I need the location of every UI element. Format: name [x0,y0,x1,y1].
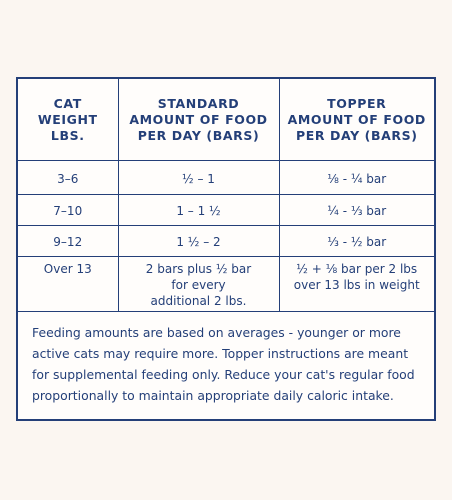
table-cell: ⅓ - ½ bar [278,225,434,257]
column-header: STANDARD AMOUNT OF FOOD PER DAY (BARS) [117,79,280,161]
table-cell: ¼ - ⅓ bar [278,194,434,226]
table-cell: 1 ½ – 2 [117,225,280,257]
table-cell: 1 – 1 ½ [117,194,280,226]
table-cell: ⅛ - ¼ bar [278,160,434,195]
table-cell: 7–10 [18,194,119,226]
column-header: TOPPER AMOUNT OF FOOD PER DAY (BARS) [278,79,434,161]
feeding-table-box: CAT WEIGHT LBS. STANDARD AMOUNT OF FOOD P… [16,77,436,421]
table-cell: 2 bars plus ½ bar for every additional 2… [117,256,280,312]
table-row: Over 13 2 bars plus ½ bar for every addit… [18,256,434,312]
header-row: CAT WEIGHT LBS. STANDARD AMOUNT OF FOOD P… [18,79,434,161]
column-header: CAT WEIGHT LBS. [18,79,119,161]
table-cell: Over 13 [18,256,119,312]
feeding-table: CAT WEIGHT LBS. STANDARD AMOUNT OF FOOD P… [18,79,434,312]
table-cell: ½ + ⅛ bar per 2 lbs over 13 lbs in weigh… [278,256,434,312]
table-cell: 9–12 [18,225,119,257]
table-cell: ½ – 1 [117,160,280,195]
note: Feeding amounts are based on averages - … [32,325,415,403]
table-cell: 3–6 [18,160,119,195]
